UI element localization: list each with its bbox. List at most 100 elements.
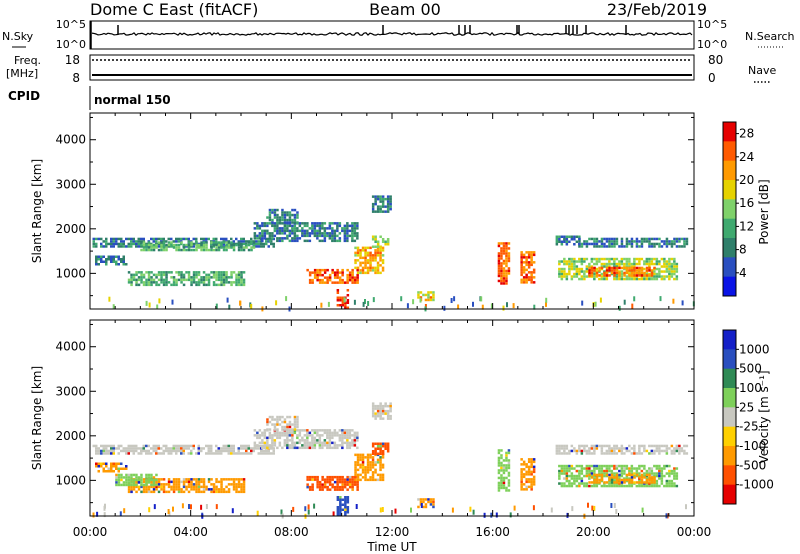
heatmap-cell xyxy=(215,303,218,309)
heatmap-cell xyxy=(192,245,195,248)
heatmap-cell xyxy=(353,444,357,447)
heatmap-cell xyxy=(210,483,213,486)
heatmap-cell xyxy=(630,452,634,455)
heatmap-cell xyxy=(187,271,191,274)
heatmap-cell xyxy=(527,278,531,282)
heatmap-cell xyxy=(565,452,569,455)
heatmap-cell xyxy=(615,452,619,455)
heatmap-cell xyxy=(645,266,649,270)
heatmap-cell xyxy=(316,480,319,484)
heatmap-cell xyxy=(374,404,377,408)
heatmap-cell xyxy=(301,234,304,238)
heatmap-cell xyxy=(137,271,141,274)
heatmap-cell xyxy=(336,446,339,450)
heatmap-cell xyxy=(140,248,143,252)
heatmap-cell xyxy=(323,429,327,432)
heatmap-cell xyxy=(628,260,631,263)
heatmap-cell xyxy=(197,488,201,491)
velocity-colorbar-segment xyxy=(723,426,736,447)
heatmap-cell xyxy=(104,503,106,509)
heatmap-cell xyxy=(625,467,629,470)
heatmap-cell xyxy=(230,283,233,287)
heatmap-cell xyxy=(276,415,279,419)
heatmap-cell xyxy=(655,444,659,448)
heatmap-cell xyxy=(333,429,337,432)
heatmap-cell xyxy=(105,260,108,263)
heatmap-cell xyxy=(165,271,168,274)
heatmap-cell xyxy=(348,431,352,435)
heatmap-cell xyxy=(92,245,95,248)
heatmap-cell xyxy=(242,444,245,448)
heatmap-cell xyxy=(570,238,574,241)
heatmap-cell xyxy=(593,452,596,455)
heatmap-cell xyxy=(333,229,337,233)
heatmap-cell xyxy=(580,260,584,263)
heatmap-cell xyxy=(172,243,176,247)
heatmap-cell xyxy=(580,262,584,266)
nsky-tick-bottom: 10^0 xyxy=(56,38,86,51)
heatmap-cell xyxy=(268,232,272,235)
heatmap-cell xyxy=(660,474,664,478)
heatmap-cell xyxy=(419,500,423,504)
heatmap-cell xyxy=(215,243,218,247)
heatmap-cell xyxy=(130,237,133,241)
heatmap-cell xyxy=(346,441,349,445)
heatmap-cell xyxy=(628,484,631,488)
heatmap-cell xyxy=(605,262,609,266)
heatmap-cell xyxy=(341,444,344,447)
heatmap-cell xyxy=(117,481,121,484)
heatmap-cell xyxy=(328,227,332,230)
heatmap-cell xyxy=(258,224,262,228)
heatmap-cell xyxy=(140,476,143,479)
heatmap-cell xyxy=(286,227,289,230)
heatmap-cell xyxy=(250,447,253,450)
heatmap-cell xyxy=(296,429,299,432)
heatmap-cell xyxy=(338,271,342,274)
heatmap-cell xyxy=(422,500,425,504)
heatmap-cell xyxy=(155,281,158,284)
heatmap-cell xyxy=(585,469,589,473)
heatmap-cell xyxy=(379,254,382,257)
heatmap-cell xyxy=(276,423,279,426)
heatmap-cell xyxy=(180,242,183,246)
heatmap-cell xyxy=(328,444,332,447)
heatmap-cell xyxy=(267,245,270,248)
heatmap-cell xyxy=(348,278,352,282)
heatmap-cell xyxy=(650,474,654,478)
heatmap-cell xyxy=(110,447,113,450)
heatmap-cell xyxy=(205,241,208,244)
heatmap-cell xyxy=(371,409,375,413)
heatmap-cell xyxy=(640,271,644,275)
heatmap-cell xyxy=(160,273,163,277)
heatmap-cell xyxy=(245,444,248,448)
heatmap-cell xyxy=(640,444,644,448)
heatmap-cell xyxy=(386,447,390,450)
heatmap-cell xyxy=(272,449,275,453)
heatmap-cell xyxy=(628,277,631,281)
heatmap-cell xyxy=(326,480,329,484)
heatmap-cell xyxy=(670,479,674,483)
heatmap-cell xyxy=(346,301,350,304)
heatmap-cell xyxy=(603,265,606,268)
heatmap-cell xyxy=(369,468,372,472)
heatmap-cell xyxy=(313,478,317,481)
heatmap-cell xyxy=(359,478,362,482)
heatmap-cell xyxy=(643,484,646,488)
heatmap-cell xyxy=(660,479,664,483)
heatmap-cell xyxy=(167,237,170,241)
heatmap-cell xyxy=(625,260,629,263)
heatmap-cell xyxy=(341,498,345,501)
heatmap-cell xyxy=(573,267,576,271)
heatmap-cell xyxy=(681,300,684,306)
heatmap-cell xyxy=(532,251,536,254)
heatmap-cell xyxy=(288,234,292,238)
heatmap-cell xyxy=(563,477,566,480)
heatmap-cell xyxy=(288,420,292,424)
heatmap-cell xyxy=(376,251,380,255)
heatmap-cell xyxy=(675,270,679,273)
heatmap-cell xyxy=(336,506,340,509)
heatmap-cell xyxy=(145,444,148,448)
heatmap-cell xyxy=(361,458,365,462)
heatmap-cell xyxy=(225,246,228,249)
